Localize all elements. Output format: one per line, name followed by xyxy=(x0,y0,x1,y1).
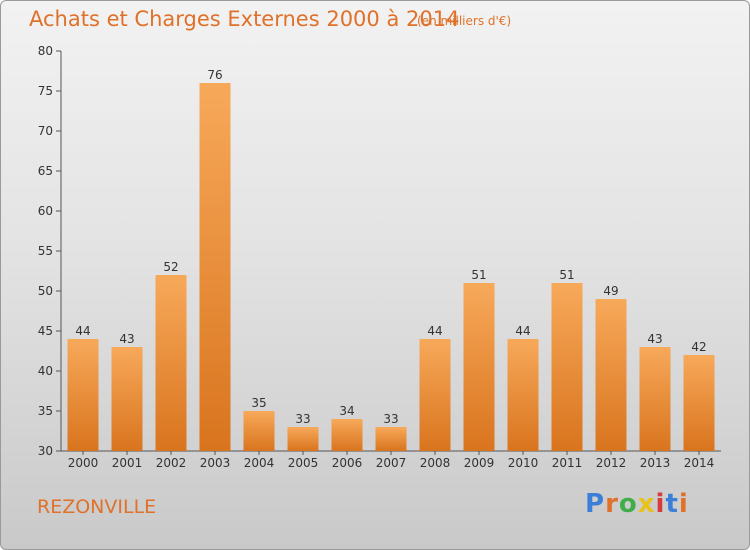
y-tick-label: 35 xyxy=(38,404,53,418)
x-tick-label: 2004 xyxy=(244,456,275,470)
logo-letter: i xyxy=(678,489,689,519)
bar xyxy=(375,427,407,451)
bar-value-label: 52 xyxy=(163,260,178,274)
y-tick-label: 70 xyxy=(38,124,53,138)
location-label: REZONVILLE xyxy=(37,496,157,518)
bar-value-label: 42 xyxy=(691,340,706,354)
x-tick-label: 2012 xyxy=(596,456,627,470)
bar-value-label: 43 xyxy=(119,332,134,346)
bar xyxy=(243,411,275,451)
logo-letter: o xyxy=(618,489,638,519)
logo-letter: t xyxy=(665,489,679,519)
bar-value-label: 33 xyxy=(295,412,310,426)
y-tick-label: 80 xyxy=(38,44,53,58)
bar xyxy=(419,339,451,451)
bar xyxy=(595,299,627,451)
bar xyxy=(155,275,187,451)
bar-value-label: 34 xyxy=(339,404,354,418)
bar-value-label: 35 xyxy=(251,396,266,410)
bar-value-label: 44 xyxy=(75,324,90,338)
x-tick-label: 2007 xyxy=(376,456,407,470)
x-tick-label: 2006 xyxy=(332,456,363,470)
bar xyxy=(287,427,319,451)
bar-value-label: 44 xyxy=(427,324,442,338)
bar xyxy=(639,347,671,451)
y-tick-label: 50 xyxy=(38,284,53,298)
x-tick-label: 2011 xyxy=(552,456,583,470)
bar xyxy=(199,83,231,451)
x-tick-label: 2003 xyxy=(200,456,231,470)
bar xyxy=(683,355,715,451)
logo-letter: i xyxy=(655,489,666,519)
y-tick-label: 40 xyxy=(38,364,53,378)
chart-subtitle: (en milliers d'€) xyxy=(417,14,512,28)
bar xyxy=(507,339,539,451)
x-tick-label: 2008 xyxy=(420,456,451,470)
bar-value-label: 51 xyxy=(471,268,486,282)
x-tick-label: 2002 xyxy=(156,456,187,470)
proxiti-logo[interactable]: Proxiti xyxy=(585,489,689,519)
logo-letter: x xyxy=(637,489,656,519)
bar-value-label: 33 xyxy=(383,412,398,426)
bar xyxy=(67,339,99,451)
y-tick-label: 30 xyxy=(38,444,53,458)
x-tick-label: 2013 xyxy=(640,456,671,470)
y-tick-label: 45 xyxy=(38,324,53,338)
x-tick-label: 2014 xyxy=(684,456,715,470)
bar-value-label: 43 xyxy=(647,332,662,346)
bar xyxy=(463,283,495,451)
bar xyxy=(111,347,143,451)
y-tick-label: 60 xyxy=(38,204,53,218)
y-tick-label: 75 xyxy=(38,84,53,98)
bar xyxy=(551,283,583,451)
bar-value-label: 49 xyxy=(603,284,618,298)
bar-value-label: 44 xyxy=(515,324,530,338)
logo-letter: P xyxy=(585,489,606,519)
x-tick-label: 2005 xyxy=(288,456,319,470)
bar-value-label: 51 xyxy=(559,268,574,282)
x-tick-label: 2010 xyxy=(508,456,539,470)
bar-value-label: 76 xyxy=(207,68,222,82)
x-tick-label: 2009 xyxy=(464,456,495,470)
y-tick-label: 65 xyxy=(38,164,53,178)
logo-letter: r xyxy=(605,489,619,519)
x-tick-label: 2000 xyxy=(68,456,99,470)
chart-title: Achats et Charges Externes 2000 à 2014 xyxy=(29,7,460,31)
x-tick-label: 2001 xyxy=(112,456,143,470)
y-tick-label: 55 xyxy=(38,244,53,258)
bar xyxy=(331,419,363,451)
